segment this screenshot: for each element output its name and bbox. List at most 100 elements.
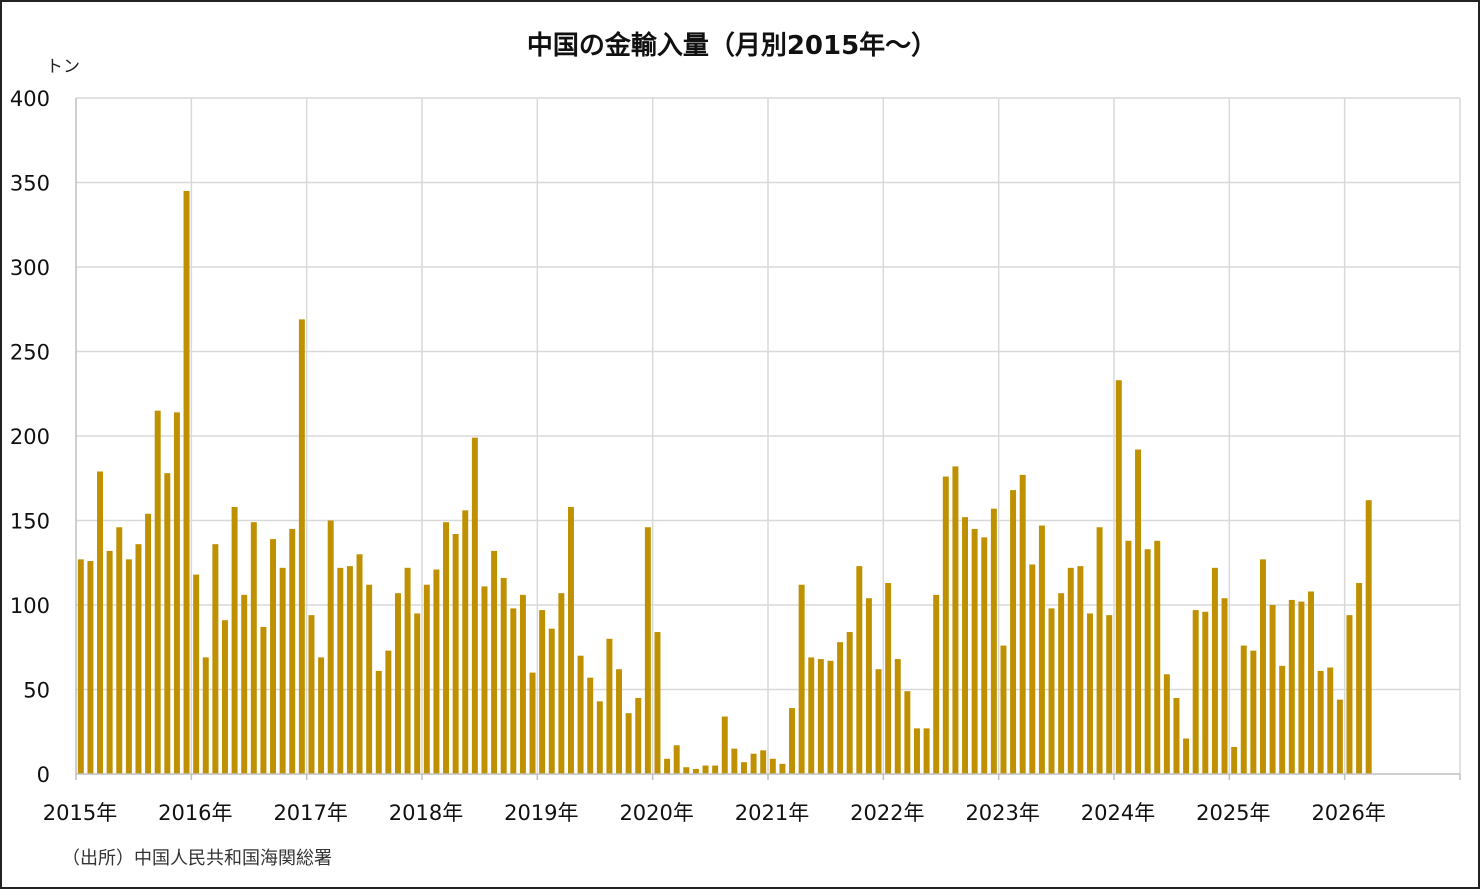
bar: [1000, 645, 1007, 774]
bar: [404, 567, 411, 774]
x-tick-labels: 2015年 2016年 2017年 2018年 2019年 2020年 2021年 2022年…: [43, 801, 1386, 825]
bar: [1317, 670, 1324, 774]
bar: [145, 513, 152, 774]
bar: [106, 550, 113, 774]
bar: [1019, 474, 1026, 774]
bar: [789, 708, 796, 774]
y-tick-label: 350: [10, 172, 50, 196]
bar: [1308, 591, 1315, 774]
bar: [885, 583, 892, 774]
bar: [433, 569, 440, 774]
bar: [625, 713, 632, 774]
bar: [423, 584, 430, 774]
bar: [664, 758, 671, 774]
bar: [231, 506, 238, 774]
y-tick-label: 0: [37, 763, 50, 787]
bar: [587, 677, 594, 774]
bar: [1365, 500, 1372, 774]
bar: [1221, 598, 1228, 774]
bar: [865, 598, 872, 774]
bar: [1259, 559, 1266, 774]
bar: [221, 620, 228, 774]
bar: [327, 520, 334, 774]
bar: [154, 410, 161, 774]
bar: [77, 559, 84, 774]
x-tick-label: 2016年: [158, 801, 232, 825]
x-tick-label: 2018年: [389, 801, 463, 825]
bar: [308, 615, 315, 774]
bar: [173, 412, 180, 774]
bar: [1135, 449, 1142, 774]
bar: [1115, 380, 1122, 774]
bar: [1298, 601, 1305, 774]
bar: [87, 561, 94, 774]
bar: [481, 586, 488, 774]
bar: [731, 748, 738, 774]
bar: [1029, 564, 1036, 774]
y-tick-label: 200: [10, 425, 50, 449]
y-tick-label: 400: [10, 87, 50, 111]
y-tick-label: 50: [23, 679, 50, 703]
bar: [760, 750, 767, 774]
bar: [769, 758, 776, 774]
bar: [1202, 611, 1209, 774]
bar: [414, 613, 421, 774]
bar: [1240, 645, 1247, 774]
bar: [923, 728, 930, 774]
source-note: （出所）中国人民共和国海関総署: [62, 848, 332, 869]
bar: [904, 691, 911, 774]
bar: [298, 319, 305, 774]
bar: [1211, 567, 1218, 774]
y-axis-unit-label: トン: [46, 57, 80, 77]
bar: [567, 506, 574, 774]
bar: [270, 539, 277, 774]
bar: [375, 670, 382, 774]
bar: [1250, 650, 1257, 774]
bar: [558, 593, 565, 774]
bar: [827, 660, 834, 774]
bar: [875, 669, 882, 774]
bar: [1038, 525, 1045, 774]
x-tick-label: 2021年: [735, 801, 809, 825]
bar: [606, 638, 613, 774]
bar: [846, 632, 853, 774]
bar: [798, 584, 805, 774]
bar: [318, 657, 325, 774]
bar: [673, 745, 680, 774]
bar: [289, 528, 296, 774]
bar: [135, 544, 142, 774]
y-tick-label: 300: [10, 256, 50, 280]
bar: [942, 476, 949, 774]
bar: [97, 471, 104, 774]
y-tick-label: 250: [10, 341, 50, 365]
bar: [346, 566, 353, 774]
bar: [241, 594, 248, 774]
bar: [837, 642, 844, 774]
bar: [683, 767, 690, 774]
bar: [1010, 490, 1017, 774]
bar: [1106, 615, 1113, 774]
bar: [471, 437, 478, 774]
bar: [952, 466, 959, 774]
x-tick-label: 2015年: [43, 801, 117, 825]
axes: [75, 98, 1461, 780]
bar: [452, 534, 459, 774]
bar: [616, 669, 623, 774]
bar: [1279, 665, 1286, 774]
bar: [990, 508, 997, 774]
bar: [385, 650, 392, 774]
bar: [962, 517, 969, 774]
bar: [1077, 566, 1084, 774]
bar: [183, 190, 190, 774]
bar: [1356, 583, 1363, 774]
x-tick-label: 2019年: [504, 801, 578, 825]
bar: [1125, 540, 1132, 774]
bar: [856, 566, 863, 774]
bar: [1058, 593, 1065, 774]
bar: [250, 522, 257, 774]
bar: [366, 584, 373, 774]
bar: [808, 657, 815, 774]
bar: [337, 567, 344, 774]
bar: [1192, 610, 1199, 774]
